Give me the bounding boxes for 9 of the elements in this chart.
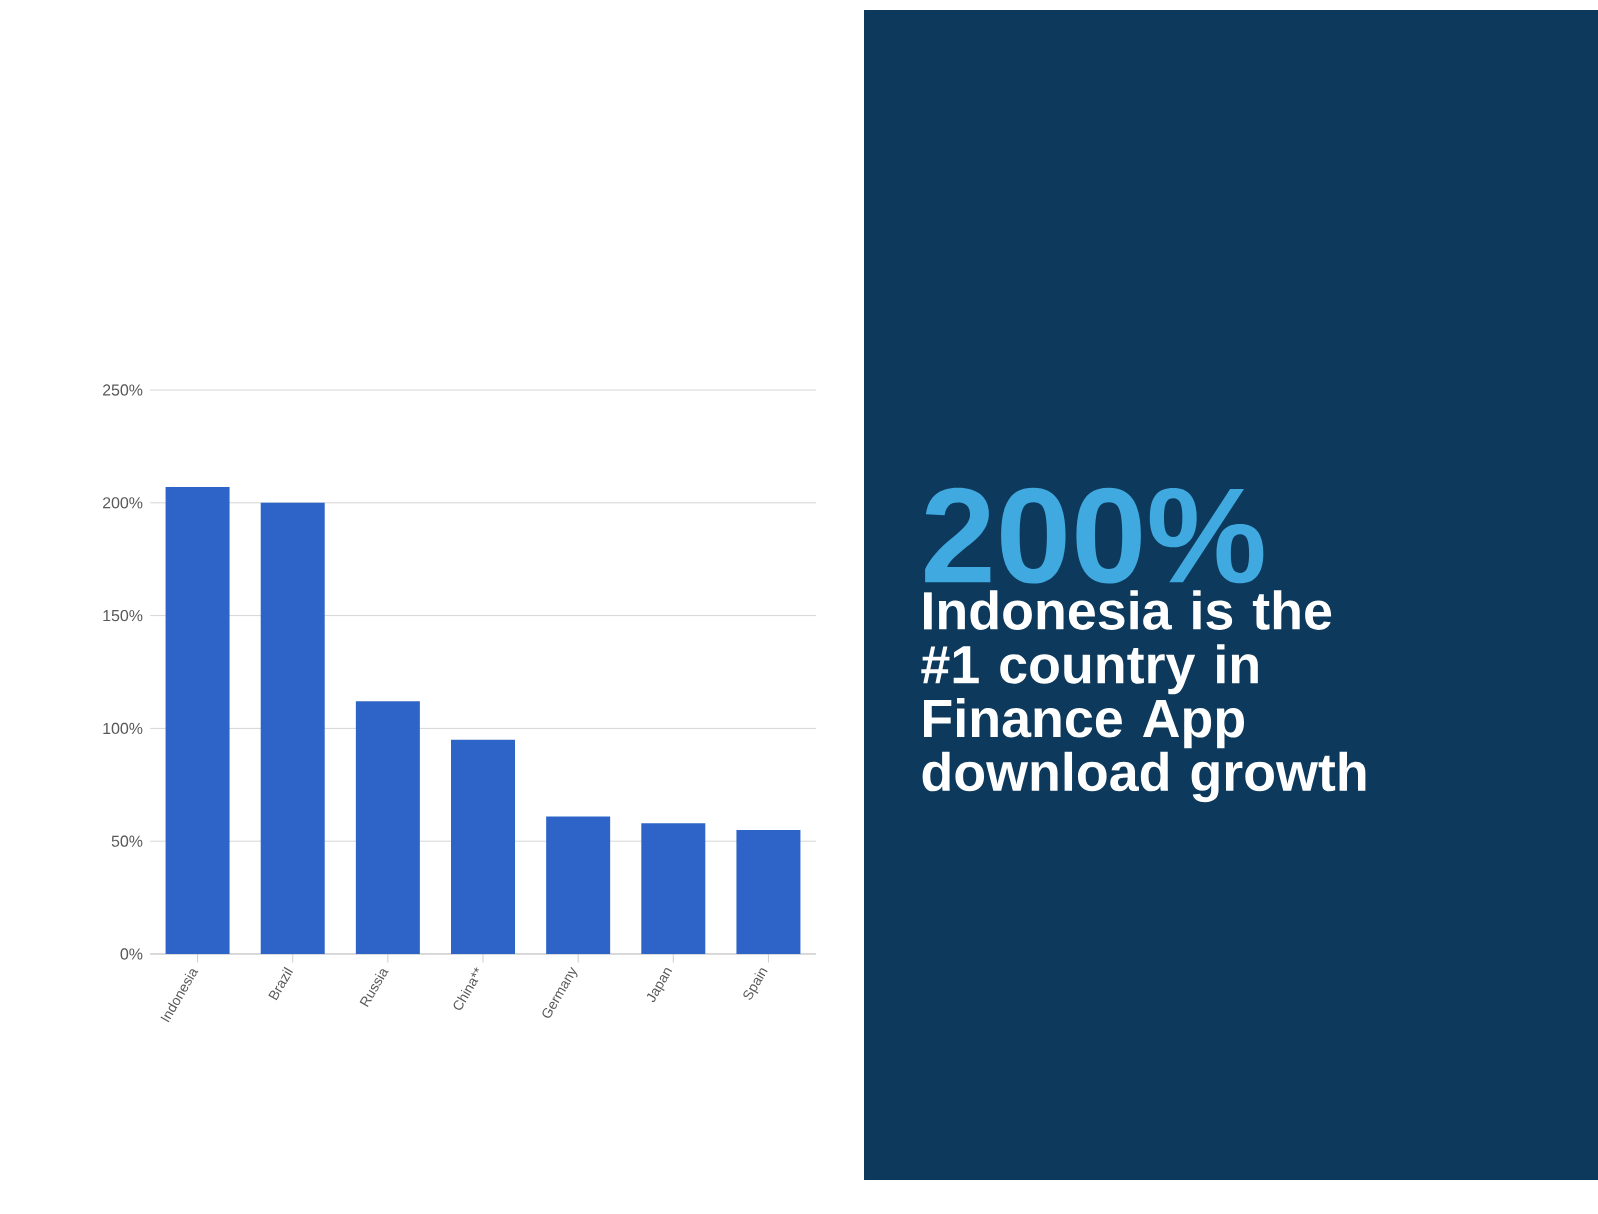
bar <box>260 502 325 954</box>
text: Indonesia is the #1 country in Finance App download growth <box>921 590 1366 803</box>
bar <box>165 487 230 954</box>
bar <box>546 816 611 954</box>
bar <box>355 701 420 954</box>
bar <box>641 823 706 954</box>
text: 200% <box>925 487 1264 584</box>
bar <box>736 829 801 954</box>
bar <box>451 739 515 954</box>
